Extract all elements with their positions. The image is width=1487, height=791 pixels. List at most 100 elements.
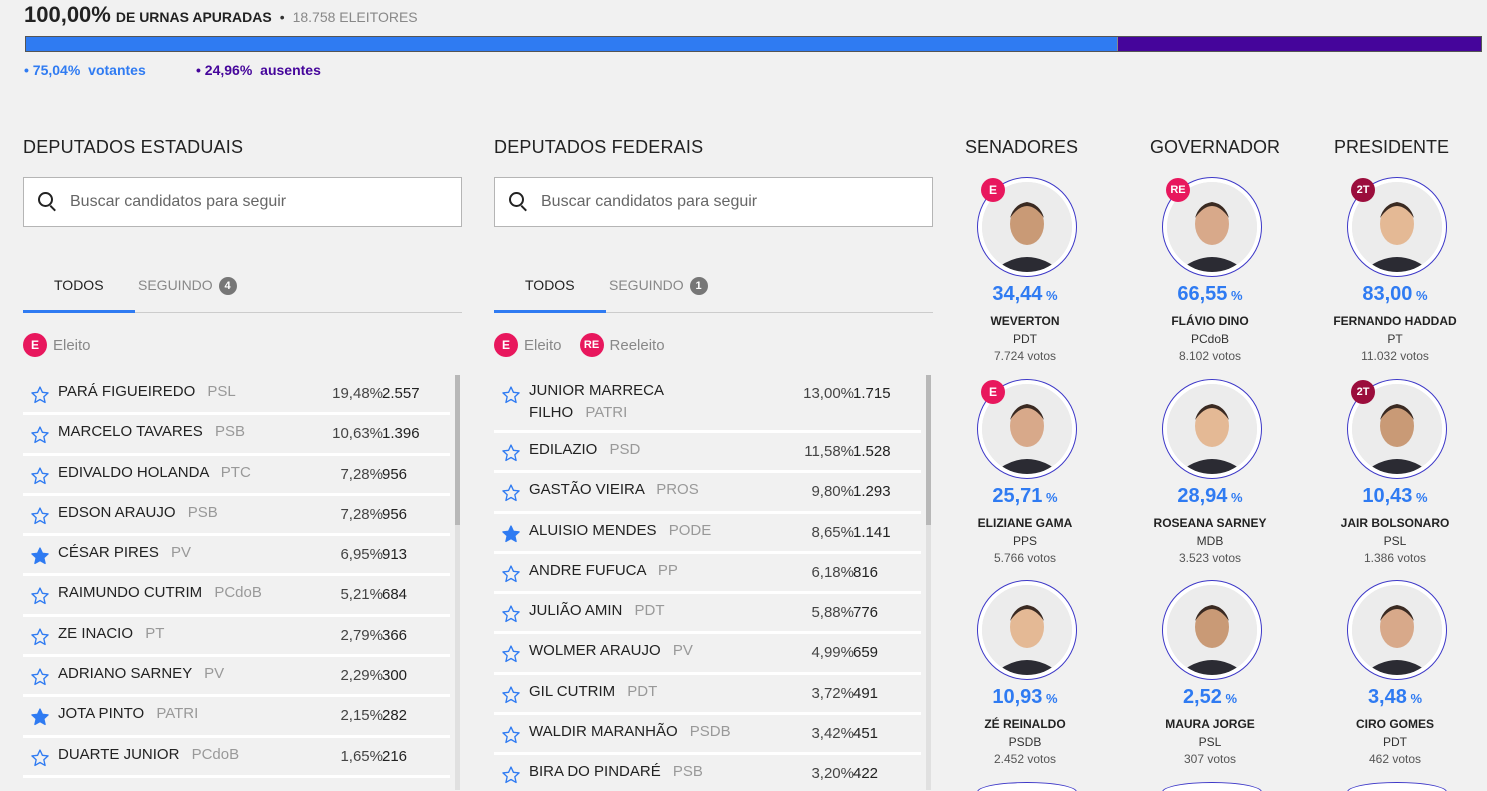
candidate-name: MARCELO TAVARES PSB <box>58 423 245 440</box>
candidate-row[interactable]: GIL CUTRIM PDT 3,72% 491 <box>494 675 921 716</box>
star-icon[interactable] <box>30 506 50 526</box>
candidate-row[interactable]: JUNIOR MARRECA FILHO PATRI 13,00% 1.715 <box>494 375 921 433</box>
list-scrollbar[interactable] <box>926 375 931 790</box>
following-count-badge: 4 <box>218 277 237 295</box>
candidate-party: PSL <box>207 383 236 400</box>
avatar[interactable] <box>1162 580 1262 680</box>
candidate-name-text: ZE INACIO <box>58 624 134 642</box>
candidate-row[interactable]: ALUISIO MENDES PODE 8,65% 1.141 <box>494 514 921 554</box>
candidate-votes: 2.557 <box>382 385 420 402</box>
candidate-row[interactable]: ANDRE FUFUCA PP 6,18% 816 <box>494 554 921 595</box>
candidate-percent: 10,63% <box>332 425 383 443</box>
candidate-votes: 659 <box>853 644 879 662</box>
avatar[interactable] <box>1162 379 1262 479</box>
candidate-name: CIRO GOMES <box>1355 717 1434 731</box>
candidate-row[interactable]: EDILAZIO PSD 11,58% 1.528 <box>494 433 921 474</box>
star-icon[interactable] <box>501 765 521 785</box>
star-filled-icon[interactable] <box>501 524 521 544</box>
candidate-row[interactable]: JOTA PINTO PATRI 2,15% 282 <box>23 697 450 738</box>
candidate-row[interactable]: DUARTE JUNIOR PCdoB 1,65% 216 <box>23 738 450 778</box>
candidate-percent: 83,00 % <box>1315 283 1475 306</box>
star-icon[interactable] <box>30 748 50 768</box>
candidate-row[interactable]: ADRIANO SARNEY PV 2,29% 300 <box>23 657 450 698</box>
star-icon[interactable] <box>30 627 50 647</box>
candidate-percent: 7,28% <box>340 465 383 483</box>
star-icon[interactable] <box>501 483 521 503</box>
candidate-percent: 2,79% <box>340 626 383 644</box>
candidate-percent: 2,15% <box>340 707 383 725</box>
search-input[interactable]: Buscar candidatos para seguir <box>494 177 933 227</box>
candidate-percent-value: 10,43 <box>1362 485 1413 507</box>
candidate-row[interactable]: GASTÃO VIEIRA PROS 9,80% 1.293 <box>494 473 921 514</box>
star-filled-icon[interactable] <box>30 546 50 566</box>
star-filled-icon[interactable] <box>30 707 50 727</box>
scrollbar-thumb[interactable] <box>926 375 931 525</box>
star-icon[interactable] <box>30 425 50 445</box>
turnout-bar-absent <box>1117 37 1481 51</box>
avatar[interactable]: 2T <box>1347 379 1447 479</box>
candidate-row[interactable]: EDSON ARAUJO PSB 7,28% 956 <box>23 496 450 537</box>
percent-symbol: % <box>1227 288 1243 303</box>
candidate-name-text: PARÁ FIGUEIREDO <box>58 383 196 400</box>
candidate-row[interactable]: RAIMUNDO CUTRIM PCdoB 5,21% 684 <box>23 576 450 617</box>
candidate-name: MAURA JORGE <box>1165 717 1255 731</box>
star-icon[interactable] <box>501 685 521 705</box>
avatar[interactable] <box>1347 580 1447 680</box>
star-icon[interactable] <box>501 725 521 745</box>
candidate-name: ADRIANO SARNEY PV <box>58 665 224 682</box>
search-input[interactable]: Buscar candidatos para seguir <box>23 177 462 227</box>
status-badge: 2T <box>1351 178 1375 202</box>
candidate-name-text: ANDRE FUFUCA <box>529 561 646 579</box>
tab-all[interactable]: TODOS <box>494 277 606 313</box>
candidate-row[interactable]: WOLMER ARAUJO PV 4,99% 659 <box>494 634 921 675</box>
candidate-party: PPS <box>1012 534 1037 548</box>
candidate-party: PSDB <box>689 723 731 741</box>
candidate-row[interactable]: JULIÃO AMIN PDT 5,88% 776 <box>494 594 921 635</box>
star-icon[interactable] <box>30 667 50 687</box>
star-icon[interactable] <box>30 466 50 486</box>
star-icon[interactable] <box>501 644 521 664</box>
tab-all[interactable]: TODOS <box>23 277 135 313</box>
candidate-row[interactable]: PARÁ FIGUEIREDO PSL 19,48% 2.557 <box>23 375 450 416</box>
tab-following[interactable]: SEGUINDO 1 <box>609 277 708 313</box>
candidate-party: PP <box>657 561 678 579</box>
next-avatar-partial[interactable] <box>1162 782 1262 791</box>
candidate-votes: 816 <box>853 563 879 581</box>
star-icon[interactable] <box>501 564 521 584</box>
candidate-votes: 1.528 <box>853 443 891 460</box>
candidate-row[interactable]: EDIVALDO HOLANDA PTC 7,28% 956 <box>23 456 450 496</box>
candidate-row[interactable]: BIRA DO PINDARÉ PSB 3,20% 422 <box>494 755 921 791</box>
star-icon[interactable] <box>30 385 50 405</box>
tab-following[interactable]: SEGUINDO 4 <box>138 277 237 313</box>
star-icon[interactable] <box>30 586 50 606</box>
candidate-party: PV <box>204 665 225 683</box>
avatar[interactable]: RE <box>1162 177 1262 277</box>
star-icon[interactable] <box>501 385 521 405</box>
next-avatar-partial[interactable] <box>977 782 1077 791</box>
scrollbar-thumb[interactable] <box>455 375 460 525</box>
search-icon <box>509 192 529 212</box>
candidate-votes: 491 <box>853 684 879 702</box>
star-icon[interactable] <box>501 443 521 463</box>
avatar[interactable]: E <box>977 379 1077 479</box>
separator-dot: • <box>279 9 285 25</box>
candidate-row[interactable]: ZE INACIO PT 2,79% 366 <box>23 617 450 658</box>
candidate-votes: 3.523 votos <box>1178 551 1242 565</box>
candidate-name-text: JULIÃO AMIN <box>529 602 623 620</box>
star-icon[interactable] <box>501 604 521 624</box>
avatar[interactable]: 2T <box>1347 177 1447 277</box>
candidate-votes: 1.386 votos <box>1363 551 1427 565</box>
candidate-percent-value: 28,94 <box>1177 485 1228 507</box>
avatar[interactable] <box>977 580 1077 680</box>
avatar[interactable]: E <box>977 177 1077 277</box>
candidate-percent: 28,94 % <box>1130 485 1290 508</box>
candidate-row[interactable]: MARCELO TAVARES PSB 10,63% 1.396 <box>23 415 450 456</box>
next-avatar-partial[interactable] <box>1347 782 1447 791</box>
candidate-name: PARÁ FIGUEIREDO PSL <box>58 383 236 400</box>
percent-symbol: % <box>1221 691 1238 706</box>
candidate-party: PATRI <box>156 705 199 723</box>
list-scrollbar[interactable] <box>455 375 460 790</box>
candidate-row[interactable]: CÉSAR PIRES PV 6,95% 913 <box>23 536 450 577</box>
candidate-percent: 3,48 % <box>1315 686 1475 709</box>
candidate-row[interactable]: WALDIR MARANHÃO PSDB 3,42% 451 <box>494 715 921 756</box>
